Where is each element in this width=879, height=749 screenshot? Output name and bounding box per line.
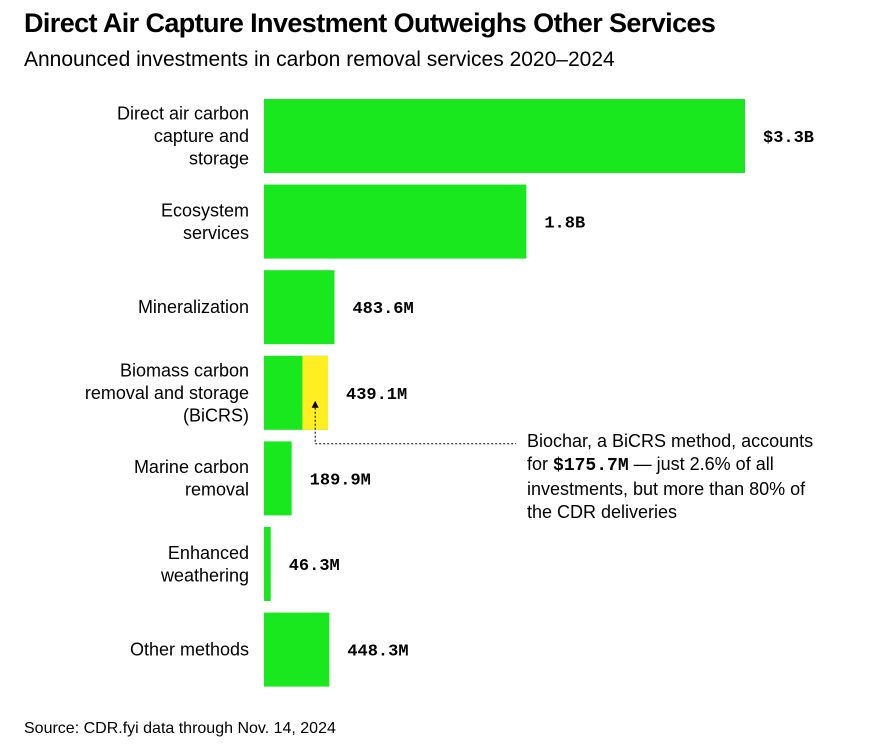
annotation-arrow: [311, 400, 319, 408]
category-label: Other methods: [130, 640, 249, 660]
chart-title: Direct Air Capture Investment Outweighs …: [24, 8, 716, 38]
bar: [264, 184, 527, 259]
annotation-value: $175.7M: [553, 456, 629, 476]
biochar-segment: [302, 355, 329, 430]
category-label: Direct air carbon capture and storage: [117, 104, 249, 169]
annotation-line-3: investments, but more than 80% of: [527, 479, 806, 499]
annotation-line-4: the CDR deliveries: [527, 502, 678, 522]
annotation-suffix: — just 2.6% of all: [628, 454, 774, 474]
category-label: Marine carbon removal: [134, 457, 249, 500]
chart-subtitle: Announced investments in carbon removal …: [24, 48, 615, 71]
category-label: Enhanced weathering: [160, 543, 249, 586]
bar: [264, 270, 335, 345]
category-label: Mineralization: [138, 297, 249, 317]
annotation-leader-line: [314, 407, 516, 445]
bar: [264, 612, 330, 687]
value-label: 46.3M: [289, 557, 340, 576]
bar: [264, 441, 292, 516]
bar: [264, 99, 745, 173]
value-label: 1.8B: [544, 215, 585, 234]
annotation-line-2: for $175.7M — just 2.6% of all: [527, 453, 857, 478]
value-label: 189.9M: [310, 471, 371, 490]
category-label: Ecosystem services: [161, 200, 249, 243]
value-label: $3.3B: [763, 129, 814, 148]
value-label: 439.1M: [346, 386, 407, 405]
value-label: 448.3M: [347, 643, 408, 662]
biochar-annotation: Biochar, a BiCRS method, accounts for $1…: [527, 430, 857, 524]
bar: [264, 527, 271, 601]
value-label: 483.6M: [352, 300, 413, 319]
source-note: Source: CDR.fyi data through Nov. 14, 20…: [24, 720, 336, 737]
category-label: Biomass carbon removal and storage (BiCRS): [85, 360, 249, 425]
annotation-line-1: Biochar, a BiCRS method, accounts: [527, 431, 814, 451]
annotation-prefix: for: [527, 454, 554, 474]
